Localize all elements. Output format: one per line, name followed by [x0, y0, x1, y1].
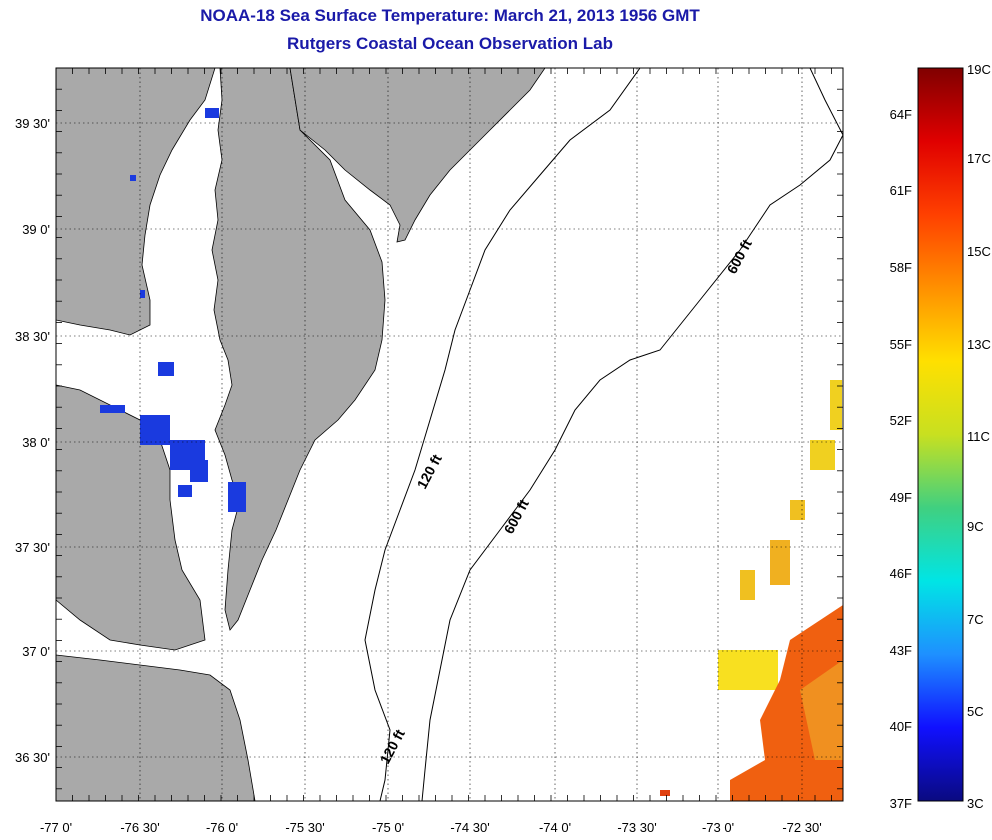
f-label: 40F [890, 719, 912, 734]
lon-label: -72 30' [782, 820, 821, 835]
lon-label: -73 30' [617, 820, 656, 835]
lon-label: -75 30' [285, 820, 324, 835]
lon-label: -73 0' [702, 820, 734, 835]
c-label: 11C [967, 429, 990, 444]
lon-label: -75 0' [372, 820, 404, 835]
lon-label: -77 0' [40, 820, 72, 835]
f-label: 64F [890, 107, 912, 122]
delmarva-peninsula [211, 68, 386, 631]
lat-label: 38 0' [22, 435, 50, 450]
new-jersey [289, 68, 546, 243]
f-label: 61F [890, 183, 912, 198]
lon-label: -74 30' [450, 820, 489, 835]
c-label: 3C [967, 796, 984, 811]
map-border [55, 67, 844, 802]
western-shore [56, 68, 216, 336]
lat-label: 37 30' [15, 540, 50, 555]
map-title: NOAA-18 Sea Surface Temperature: March 2… [200, 6, 700, 25]
lat-label: 39 30' [15, 116, 50, 131]
lon-label: -76 0' [206, 820, 238, 835]
f-label: 49F [890, 490, 912, 505]
f-label: 58F [890, 260, 912, 275]
southern-virginia [56, 654, 256, 801]
f-label: 46F [890, 566, 912, 581]
virginia-necks [56, 384, 206, 651]
f-label: 55F [890, 337, 912, 352]
c-label: 13C [967, 337, 991, 352]
graticule [56, 68, 843, 801]
c-label: 9C [967, 519, 984, 534]
axis-ticks [55, 67, 843, 801]
colorbar-celsius-labels: 19C 17C 15C 13C 11C 9C 7C 5C 3C [967, 62, 991, 811]
c-label: 19C [967, 62, 991, 77]
lon-label: -76 30' [120, 820, 159, 835]
c-label: 17C [967, 151, 991, 166]
lat-label: 39 0' [22, 222, 50, 237]
f-label: 52F [890, 413, 912, 428]
f-label: 37F [890, 796, 912, 811]
colorbar [917, 67, 964, 802]
colorbar-fahrenheit-labels: 64F 61F 58F 55F 52F 49F 46F 43F 40F 37F [890, 107, 912, 811]
latitude-axis: 39 30' 39 0' 38 30' 38 0' 37 30' 37 0' 3… [15, 116, 50, 765]
lon-label: -74 0' [539, 820, 571, 835]
c-label: 15C [967, 244, 991, 259]
contour-600ft [421, 68, 843, 801]
c-label: 5C [967, 704, 984, 719]
lat-label: 36 30' [15, 750, 50, 765]
lat-label: 37 0' [22, 644, 50, 659]
longitude-axis: -77 0' -76 30' -76 0' -75 30' -75 0' -74… [40, 820, 822, 835]
f-label: 43F [890, 643, 912, 658]
c-label: 7C [967, 612, 984, 627]
warm-water-patches [660, 380, 843, 801]
contour-120ft [364, 68, 641, 801]
lat-label: 38 30' [15, 329, 50, 344]
map-subtitle: Rutgers Coastal Ocean Observation Lab [287, 34, 613, 53]
cold-water-patches [100, 108, 246, 512]
